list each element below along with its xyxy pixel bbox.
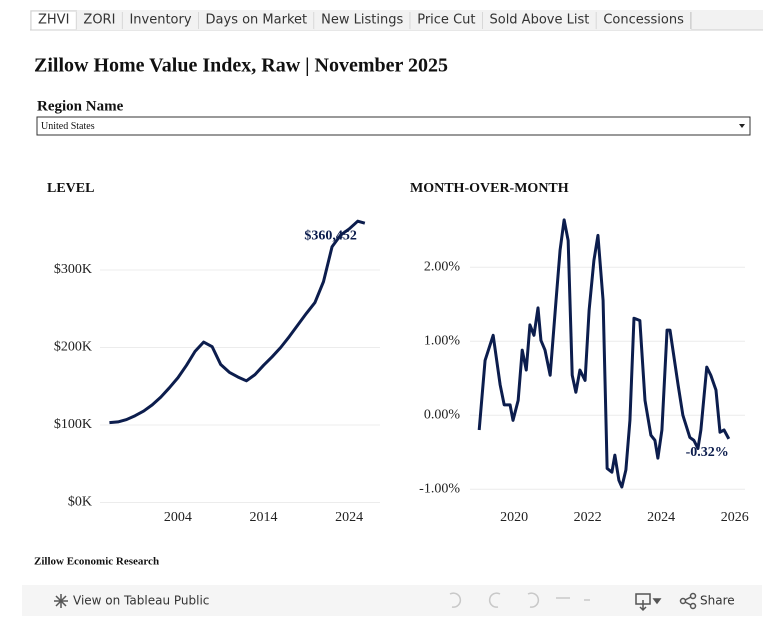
y-tick-label: $300K [54,262,92,277]
tab-label[interactable]: ZHVI [38,13,69,28]
filter-label: Region Name [37,98,124,114]
tab-label[interactable]: Price Cut [417,13,475,28]
x-tick-label: 2026 [721,510,749,525]
y-tick-label: -1.00% [419,481,460,496]
region-dropdown[interactable] [36,116,751,136]
x-tick-label: 2020 [500,510,528,525]
tab-label[interactable]: Concessions [603,13,684,28]
y-tick-label: 0.00% [424,407,461,422]
tab-label[interactable]: Inventory [129,13,191,28]
tab[interactable] [198,11,315,30]
share[interactable]: Share [700,594,735,608]
x-tick-label: 2022 [574,510,602,525]
tab-label[interactable]: New Listings [321,13,403,28]
view-on-tableau[interactable]: View on Tableau Public [73,594,209,608]
tab-label[interactable]: ZORI [83,13,115,28]
x-tick-label: 2024 [335,510,363,525]
dropdown-arrow[interactable] [739,124,745,128]
dropdown-value[interactable]: United States [41,121,95,132]
share-icon[interactable] [679,592,697,610]
y-tick-label: $200K [54,340,92,355]
tab[interactable] [76,11,123,30]
tab[interactable] [596,11,691,30]
y-tick-label: $100K [54,417,92,432]
tab-label[interactable]: Sold Above List [489,13,589,28]
x-tick-label: 2014 [250,510,278,525]
x-tick-label: 2024 [647,510,675,525]
y-tick-label: 1.00% [424,333,461,348]
toolbar [22,585,762,616]
tab[interactable] [410,11,483,30]
tab[interactable] [314,11,411,30]
tab[interactable] [482,11,597,30]
download-icon[interactable] [635,593,662,612]
line [477,218,731,489]
x-tick-label: 2004 [164,510,192,525]
tab[interactable] [122,11,199,30]
data-label: $360,452 [304,228,357,243]
tab-label[interactable]: Days on Market [206,13,308,28]
tableau-icon[interactable] [54,594,68,608]
data-label: -0.32% [686,445,729,460]
chart-title: LEVEL [47,181,94,196]
chart-title: MONTH-OVER-MONTH [410,181,569,196]
dashboard-title: Zillow Home Value Index, Raw | November … [34,55,448,77]
line [109,219,366,425]
footer: Zillow Economic Research [34,556,159,568]
y-tick-label: 2.00% [424,259,461,274]
y-tick-label: $0K [68,495,92,510]
toolbar-icons [449,592,590,608]
